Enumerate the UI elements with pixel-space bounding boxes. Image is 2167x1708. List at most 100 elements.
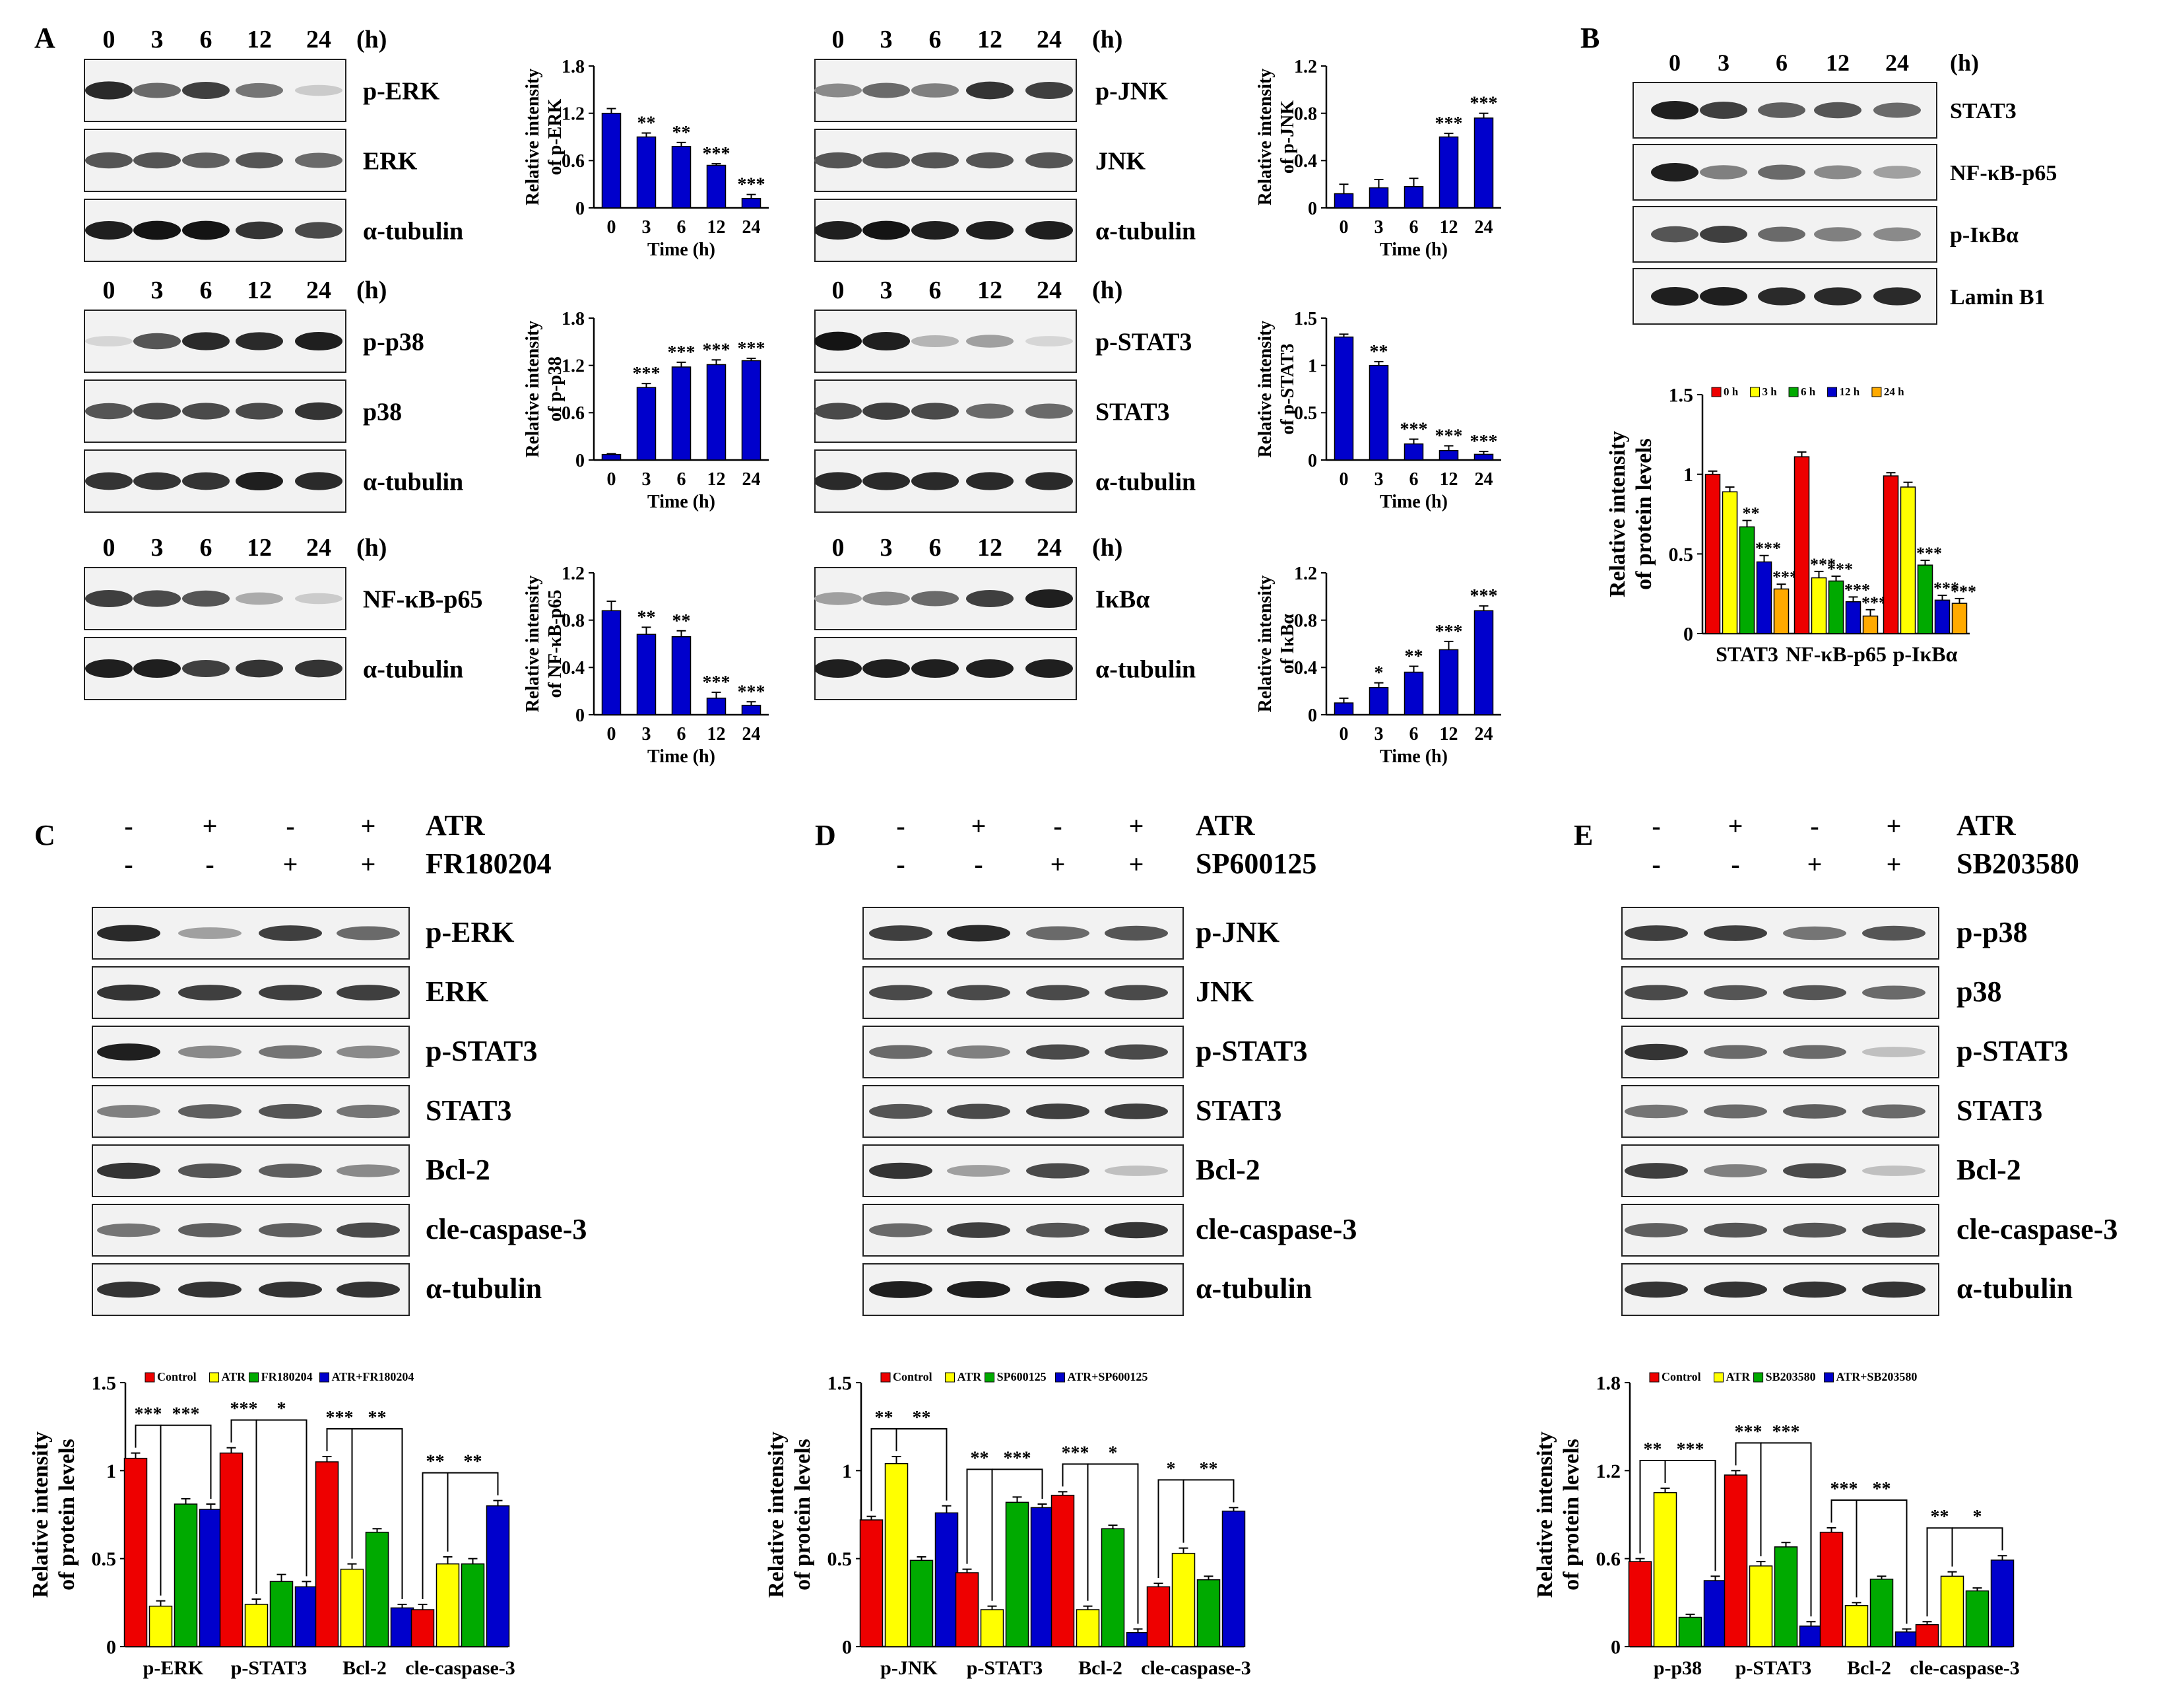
band-label: p-STAT3 (426, 1035, 538, 1067)
significance-bracket (1735, 1442, 1762, 1557)
time-label: 3 (151, 277, 164, 304)
blot-band (1651, 162, 1698, 182)
blot-band (862, 659, 910, 678)
bar (741, 704, 761, 715)
bar (1439, 449, 1459, 461)
y-tick-label: 1 (842, 1461, 852, 1482)
legend-label: ATR (1726, 1370, 1751, 1383)
blot-band (1783, 1281, 1846, 1298)
legend-label: Control (1662, 1370, 1701, 1383)
significance-label: *** (172, 1404, 200, 1425)
blot-band (236, 659, 283, 678)
bar (244, 1604, 269, 1647)
blot-band (1814, 287, 1861, 306)
blot-band (1026, 1044, 1089, 1060)
band-label: α-tubulin (1196, 1272, 1312, 1305)
significance-bracket (230, 1419, 257, 1594)
y-axis-label: of IκBα (1278, 614, 1298, 674)
blot-band (966, 81, 1014, 100)
legend-label: 12 h (1840, 385, 1860, 398)
blot-band (97, 1105, 160, 1118)
blot-band (1758, 226, 1805, 242)
chart-a-pp38: 0 0.6 1.2 1.8 Relative intensity of p-p38 0 ***… (523, 309, 769, 512)
bar (1739, 526, 1755, 634)
significance-label: ** (672, 611, 691, 632)
bar (1724, 1474, 1748, 1647)
legend-label: 6 h (1801, 385, 1816, 398)
treatment-sign: - (974, 849, 983, 879)
significance-label: *** (738, 175, 765, 195)
bar (1917, 564, 1933, 634)
blot-band (182, 403, 230, 420)
blot-band (133, 82, 181, 98)
significance-label: *** (1400, 419, 1428, 440)
time-label: 0 (832, 277, 845, 304)
blot-band (236, 221, 283, 240)
treatment-sign: + (1887, 811, 1902, 841)
significance-bracket (160, 1424, 212, 1499)
bar (741, 360, 761, 461)
category-label: 6 (1409, 469, 1419, 490)
significance-bracket (1926, 1527, 1953, 1617)
bar (269, 1581, 294, 1647)
blot-group-a4: 0 3 6 12 24 (h) p-STAT3 STAT3 α-tubulin (814, 277, 1196, 513)
blot-band (814, 83, 862, 98)
significance-bracket (992, 1468, 1043, 1499)
blot-band (182, 220, 230, 240)
y-tick-label: 1.8 (562, 57, 585, 77)
category-label: 12 (707, 724, 726, 744)
bar (601, 112, 622, 209)
y-tick-label: 0.8 (1294, 104, 1317, 124)
y-axis-label: Relative intensity (764, 1431, 789, 1598)
blot-band (1105, 985, 1168, 1001)
bar (1146, 1586, 1171, 1647)
treatment-sign: + (361, 849, 376, 879)
legend-swatch (1753, 1372, 1764, 1383)
blot-band (1025, 152, 1073, 169)
y-tick-label: 0.6 (562, 403, 585, 424)
blot-band (947, 925, 1010, 942)
blot-band (947, 1103, 1010, 1119)
y-tick-label: 1.2 (562, 356, 585, 376)
bar (1334, 336, 1354, 461)
significance-label: *** (1844, 580, 1870, 599)
blot-band (236, 403, 283, 420)
time-label: 6 (200, 277, 212, 304)
chart-a-perk: 0 0.6 1.2 1.8 Relative intensity of p-ERK 0 ** 3… (523, 57, 769, 260)
category-label: 12 (1440, 724, 1458, 744)
blot-band (1625, 985, 1688, 1001)
category-label: 0 (607, 217, 616, 238)
blot-band (911, 335, 959, 347)
bar (365, 1531, 389, 1647)
treatment-label: ATR (1196, 809, 1256, 841)
category-label: 3 (1375, 724, 1384, 744)
blot-band (862, 152, 910, 169)
blot-group-a2: 0 3 6 12 24 (h) p-JNK JNK α-tubulin (814, 26, 1196, 262)
bar (859, 1519, 884, 1647)
treatment-sign: + (1807, 849, 1823, 879)
time-label: 3 (880, 26, 893, 53)
band-label: α-tubulin (363, 468, 463, 496)
bar (1404, 671, 1424, 715)
significance-label: *** (1435, 426, 1463, 447)
significance-label: *** (1830, 1479, 1858, 1499)
blot-band (337, 1281, 400, 1298)
y-tick-label: 0 (1308, 706, 1317, 726)
blot-band (1025, 589, 1073, 608)
band-label: p38 (1957, 975, 2001, 1008)
significance-label: ** (1200, 1459, 1218, 1479)
bar (1473, 610, 1494, 715)
blot-band (236, 152, 283, 169)
time-label: 12 (977, 534, 1002, 562)
blot-band (1814, 165, 1861, 180)
significance-bracket (870, 1428, 897, 1511)
y-axis-label: Relative intensity (1605, 431, 1630, 597)
treatment-label: SP600125 (1196, 847, 1316, 880)
band-label: α-tubulin (1095, 217, 1196, 245)
blot-band (178, 927, 242, 939)
y-axis-label: Relative intensity (1533, 1431, 1557, 1598)
y-axis-label: Relative intensity (523, 69, 543, 206)
blot-band (259, 1045, 322, 1059)
time-label: 6 (929, 277, 942, 304)
blot-band (178, 1281, 242, 1298)
